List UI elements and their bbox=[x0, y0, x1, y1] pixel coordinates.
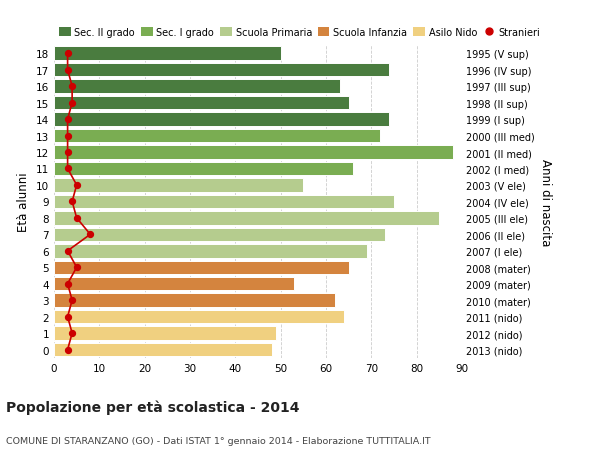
Point bbox=[72, 264, 82, 271]
Point bbox=[63, 67, 73, 74]
Point bbox=[67, 83, 77, 90]
Bar bbox=[54, 129, 380, 143]
Point bbox=[63, 247, 73, 255]
Bar bbox=[54, 327, 276, 340]
Point bbox=[63, 116, 73, 123]
Y-axis label: Anni di nascita: Anni di nascita bbox=[539, 158, 551, 246]
Point bbox=[63, 149, 73, 157]
Y-axis label: Età alunni: Età alunni bbox=[17, 172, 31, 232]
Bar bbox=[54, 343, 272, 357]
Point bbox=[63, 280, 73, 288]
Bar bbox=[54, 64, 389, 77]
Bar bbox=[54, 245, 367, 258]
Bar bbox=[54, 47, 281, 61]
Point bbox=[72, 215, 82, 222]
Point bbox=[67, 198, 77, 206]
Text: Popolazione per età scolastica - 2014: Popolazione per età scolastica - 2014 bbox=[6, 399, 299, 414]
Bar bbox=[54, 310, 344, 324]
Point bbox=[67, 330, 77, 337]
Bar bbox=[54, 113, 389, 127]
Bar bbox=[54, 294, 335, 307]
Bar bbox=[54, 195, 394, 209]
Bar bbox=[54, 228, 385, 241]
Point bbox=[63, 313, 73, 321]
Point bbox=[72, 182, 82, 189]
Bar bbox=[54, 162, 353, 176]
Point bbox=[63, 165, 73, 173]
Bar bbox=[54, 277, 294, 291]
Bar bbox=[54, 212, 439, 225]
Point bbox=[63, 50, 73, 58]
Bar bbox=[54, 80, 340, 94]
Legend: Sec. II grado, Sec. I grado, Scuola Primaria, Scuola Infanzia, Asilo Nido, Stran: Sec. II grado, Sec. I grado, Scuola Prim… bbox=[59, 28, 540, 38]
Text: COMUNE DI STARANZANO (GO) - Dati ISTAT 1° gennaio 2014 - Elaborazione TUTTITALIA: COMUNE DI STARANZANO (GO) - Dati ISTAT 1… bbox=[6, 436, 431, 445]
Point bbox=[85, 231, 95, 239]
Point bbox=[67, 297, 77, 304]
Point bbox=[63, 133, 73, 140]
Bar bbox=[54, 261, 349, 274]
Bar bbox=[54, 179, 304, 192]
Bar bbox=[54, 97, 349, 110]
Bar bbox=[54, 146, 453, 159]
Point bbox=[63, 346, 73, 353]
Point bbox=[67, 100, 77, 107]
